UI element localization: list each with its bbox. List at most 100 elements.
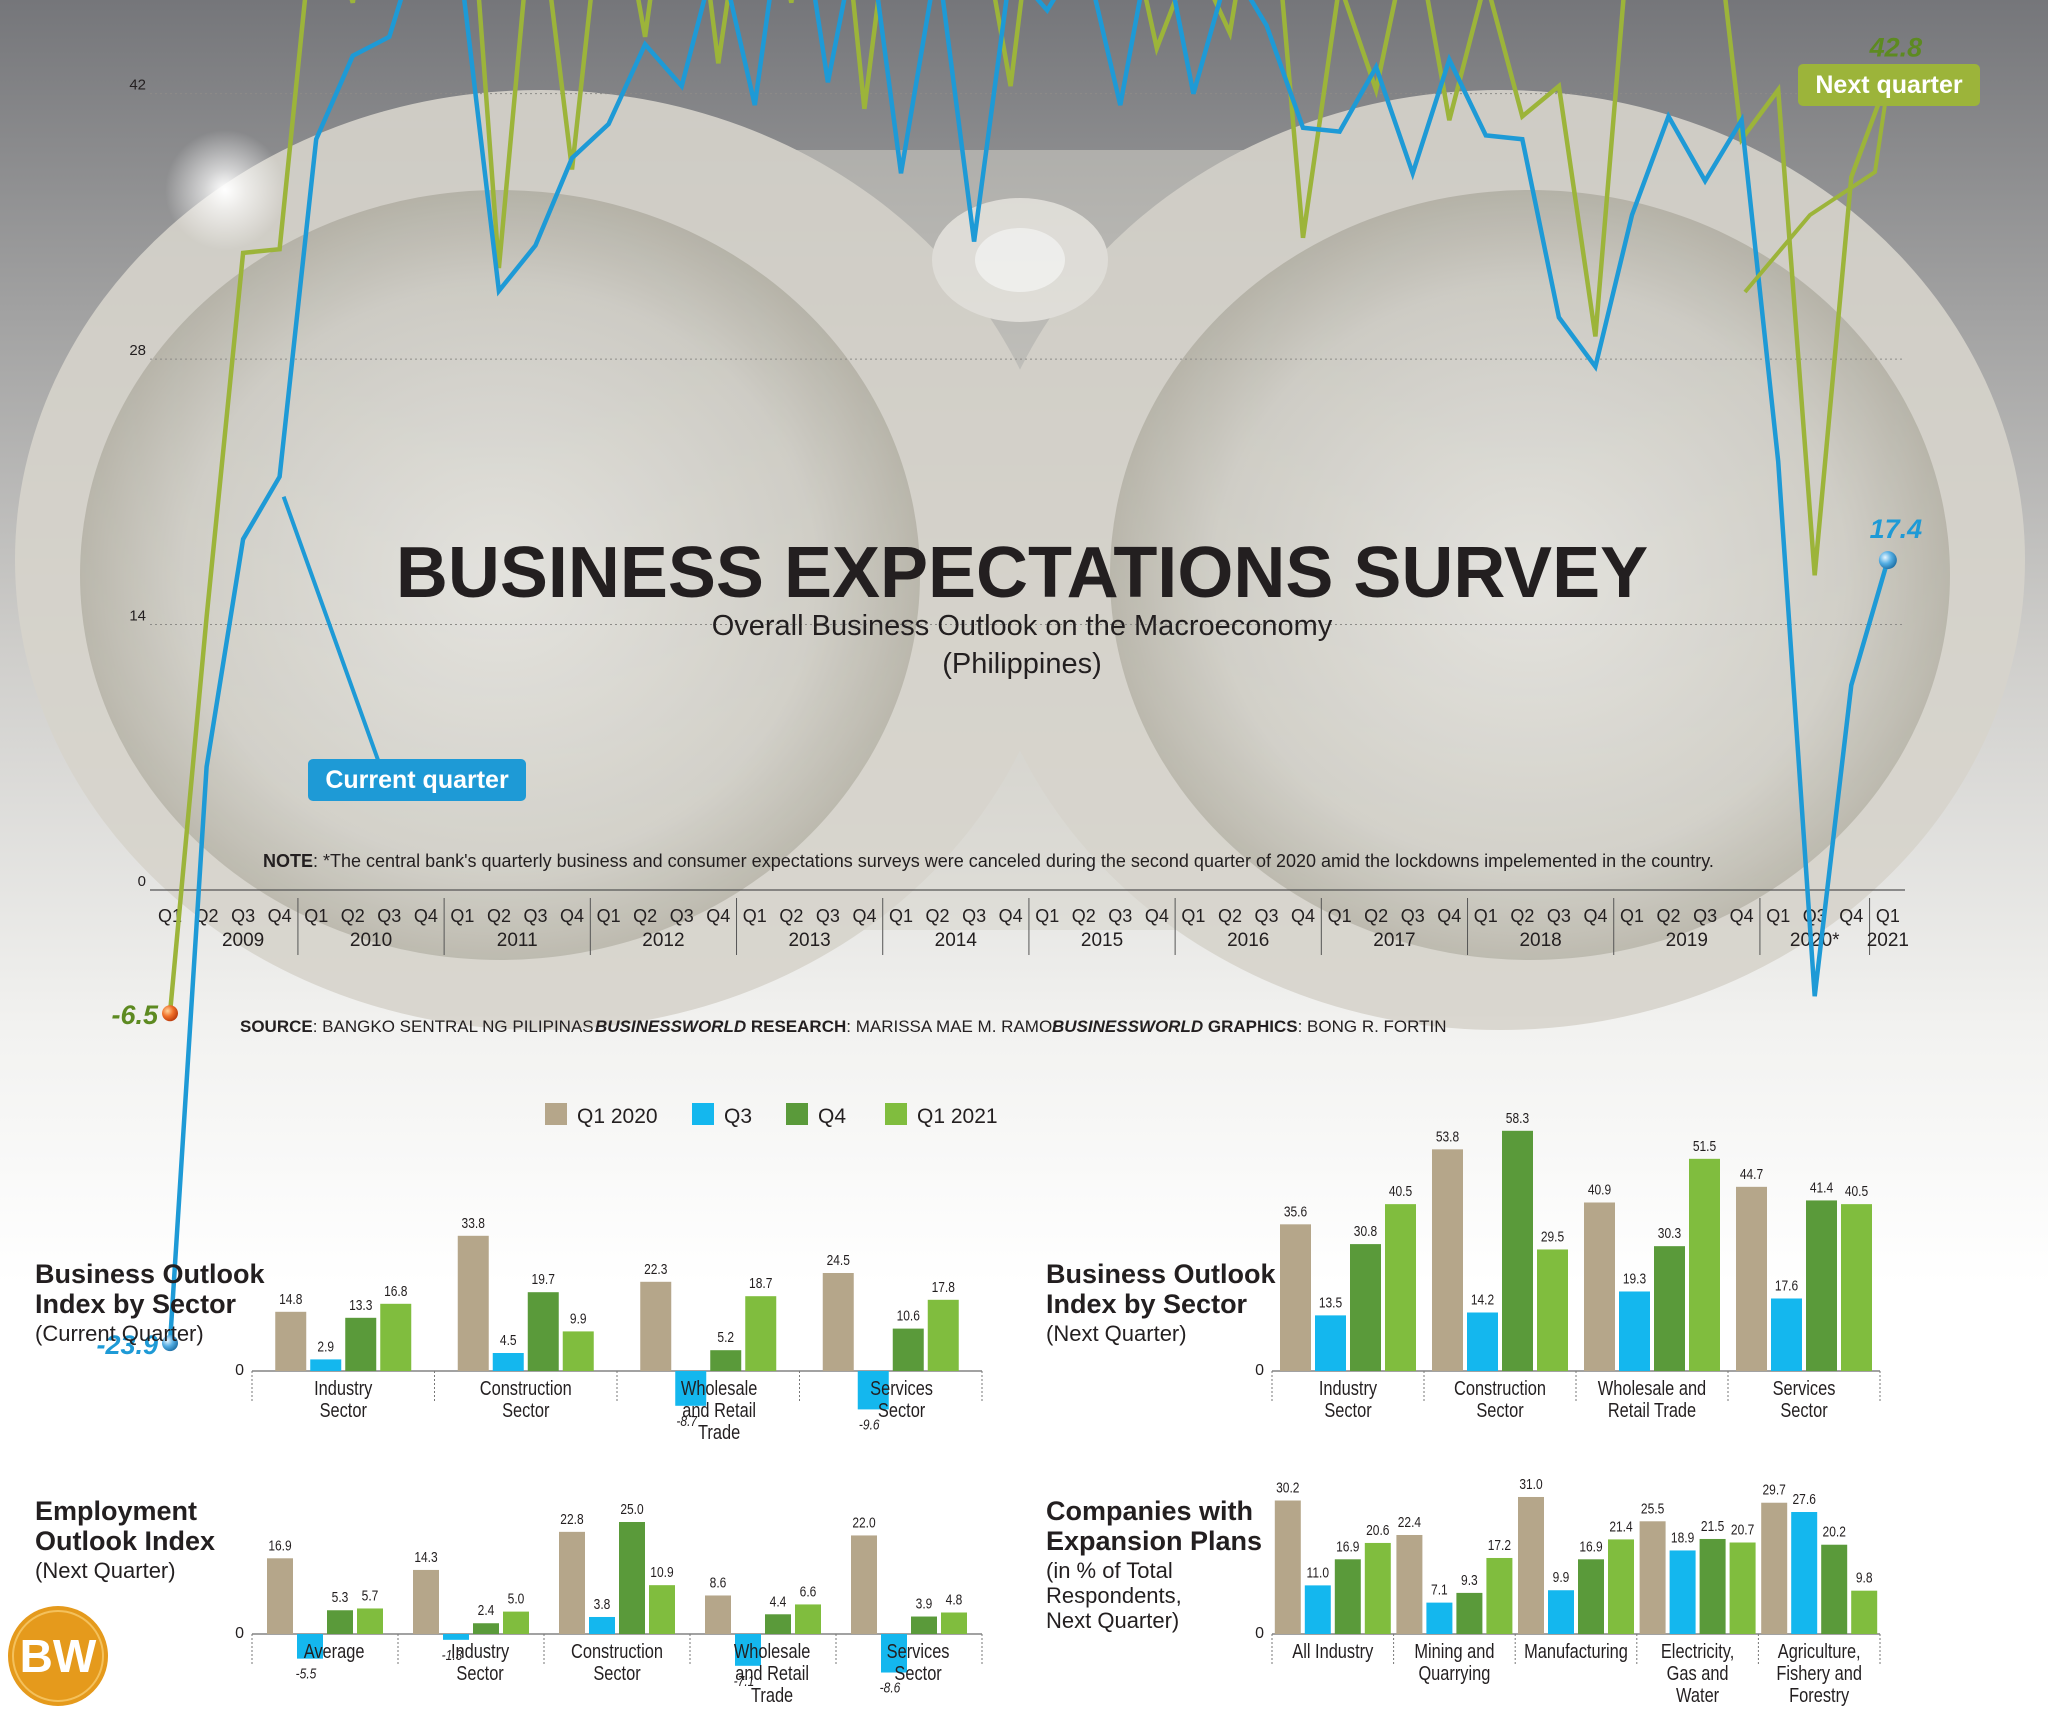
category-label: Sector (1476, 1398, 1523, 1421)
bar-value-label: 21.4 (1609, 1518, 1633, 1535)
current-quarter-callout-line (281, 495, 380, 761)
quarter-label: Q3 (231, 906, 255, 926)
quarter-label: Q1 (1474, 906, 1498, 926)
research-text: : MARISSA MAE M. RAMOS (846, 1017, 1063, 1036)
quarter-label: Q1 (450, 906, 474, 926)
quarter-label: Q1 (1181, 906, 1205, 926)
panel2-subtitle: (Next Quarter) (1046, 1321, 1187, 1346)
quarter-label: Q4 (999, 906, 1023, 926)
source-text: : BANGKO SENTRAL NG PILIPINAS (313, 1017, 594, 1036)
zero-label: 0 (1255, 1625, 1264, 1642)
category-label: Quarrying (1418, 1661, 1490, 1684)
bar-value-label: 21.5 (1701, 1518, 1724, 1535)
bar-value-label: 3.9 (916, 1595, 933, 1612)
category-label: Industry (314, 1376, 373, 1399)
quarter-label: Q4 (414, 906, 438, 926)
quarter-label: Q3 (523, 906, 547, 926)
legend-label: Q1 2021 (917, 1105, 998, 1128)
bar (911, 1616, 937, 1634)
research-label: RESEARCH (746, 1017, 846, 1036)
bar (1771, 1298, 1802, 1371)
bar (297, 1634, 323, 1659)
bar (1385, 1204, 1416, 1371)
bar-value-label: 10.9 (650, 1564, 673, 1581)
bar-value-label: 53.8 (1436, 1128, 1459, 1145)
year-label: 2019 (1666, 930, 1708, 951)
year-label: 2015 (1081, 930, 1123, 951)
quarter-label: Q4 (852, 906, 876, 926)
bar (735, 1634, 761, 1666)
quarter-label: Q4 (560, 906, 584, 926)
bar (710, 1350, 742, 1371)
bar (1639, 1521, 1666, 1634)
bar-value-label: 5.3 (332, 1589, 349, 1606)
bar (443, 1634, 469, 1640)
legend-label: Q4 (818, 1105, 846, 1128)
quarter-label: Q3 (1693, 906, 1717, 926)
bar (1456, 1592, 1483, 1634)
bar-value-label: 25.5 (1641, 1500, 1664, 1517)
bar-value-label: 8.6 (710, 1574, 727, 1591)
quarter-label: Q3 (1547, 906, 1571, 926)
bar-value-label: 19.3 (1623, 1270, 1646, 1287)
category-label: Wholesale and (1598, 1376, 1706, 1399)
source-label: SOURCE (240, 1017, 313, 1036)
bar (1334, 1559, 1361, 1634)
bar-value-label: -7.1 (734, 1673, 755, 1690)
start-point-dot (162, 1335, 178, 1352)
category-label: Water (1676, 1683, 1719, 1706)
legend-label: Q1 2020 (577, 1105, 658, 1128)
bar (559, 1531, 585, 1634)
next-quarter-callout-line (1743, 103, 1887, 294)
logo-text: BW (20, 1630, 97, 1682)
bar-value-label: 16.9 (268, 1537, 291, 1554)
quarter-label: Q4 (1730, 906, 1754, 926)
category-label: Sector (593, 1661, 640, 1684)
category-label: Sector (1780, 1398, 1827, 1421)
bar (640, 1281, 672, 1371)
bar (649, 1585, 675, 1634)
bar-value-label: -9.6 (859, 1416, 880, 1433)
bar (310, 1359, 342, 1371)
year-label: 2012 (642, 930, 684, 951)
category-label: Construction (480, 1376, 572, 1399)
end-point-dot (1878, 551, 1897, 570)
bar (380, 1303, 412, 1371)
year-label: 2018 (1519, 930, 1561, 951)
bar-value-label: 17.8 (932, 1279, 955, 1296)
bar (927, 1299, 959, 1371)
quarter-label: Q1 (597, 906, 621, 926)
bar-value-label: 13.3 (349, 1297, 372, 1314)
quarter-label: Q2 (341, 906, 365, 926)
bar-value-label: 13.5 (1319, 1294, 1342, 1311)
bar-value-label: 22.4 (1398, 1514, 1422, 1531)
y-tick-label: 28 (129, 342, 146, 359)
quarter-label: Q3 (816, 906, 840, 926)
bar-value-label: 14.8 (279, 1291, 302, 1308)
bar (892, 1328, 924, 1371)
bar-value-label: 20.6 (1366, 1522, 1389, 1539)
bar-value-label: 7.1 (1431, 1581, 1448, 1598)
bar-value-label: 20.2 (1823, 1523, 1846, 1540)
panel1-subtitle: (Current Quarter) (35, 1321, 204, 1346)
bar-value-label: 25.0 (620, 1501, 644, 1518)
bar-value-label: 2.4 (478, 1602, 495, 1619)
bar-value-label: -5.5 (296, 1665, 317, 1682)
bar-value-label: 11.0 (1307, 1564, 1330, 1581)
bar-value-label: 40.9 (1588, 1181, 1611, 1198)
panel3-heading: Employment Outlook Index (Next Quarter) (35, 1496, 215, 1583)
next-quarter-callout-box (1798, 64, 1980, 106)
legend-swatch (786, 1103, 808, 1125)
bar (1619, 1291, 1650, 1371)
y-tick-labels: 564228140 (129, 77, 146, 890)
bar-value-label: 16.9 (1579, 1538, 1602, 1555)
quarter-label: Q3 (962, 906, 986, 926)
year-label: 2013 (788, 930, 830, 951)
y-tick-label: 0 (138, 873, 146, 890)
panel4-subtitle-line1: (in % of Total (1046, 1558, 1173, 1583)
bar (1841, 1204, 1872, 1371)
bar (1851, 1590, 1878, 1634)
y-tick-label: 42 (129, 77, 146, 94)
bar (1364, 1542, 1391, 1634)
bar-value-label: 5.2 (717, 1329, 734, 1346)
